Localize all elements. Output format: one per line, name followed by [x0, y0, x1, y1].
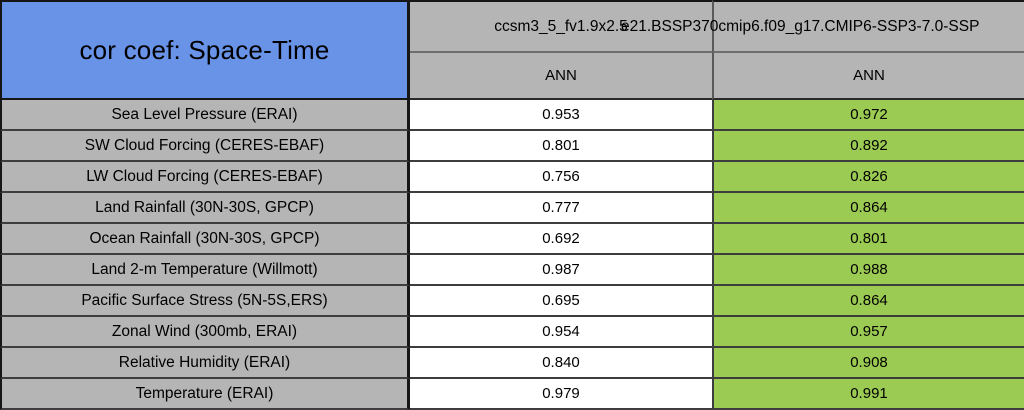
row-label: Ocean Rainfall (30N-30S, GPCP) — [0, 224, 410, 255]
value-cell-model-1: 0.953 — [410, 100, 712, 131]
row-label: Temperature (ERAI) — [0, 379, 410, 410]
table-row: Temperature (ERAI) 0.979 0.991 — [0, 379, 1024, 410]
model-header-cell-1: ccsm3_5_fv1.9x2.5 — [410, 0, 712, 53]
season-header-cell-2: ANN — [712, 53, 1024, 100]
value-cell-model-2: 0.908 — [712, 348, 1024, 379]
value-cell-model-1: 0.840 — [410, 348, 712, 379]
row-label: LW Cloud Forcing (CERES-EBAF) — [0, 162, 410, 193]
season-header-cell-1: ANN — [410, 53, 712, 100]
row-label: Sea Level Pressure (ERAI) — [0, 100, 410, 131]
season-label-2: ANN — [853, 67, 885, 84]
model-header-cell-2: e21.BSSP370cmip6.f09_g17.CMIP6-SSP3-7.0-… — [621, 0, 1024, 53]
row-label: Zonal Wind (300mb, ERAI) — [0, 317, 410, 348]
table-row: Sea Level Pressure (ERAI) 0.953 0.972 — [0, 100, 1024, 131]
table-title: cor coef: Space-Time — [79, 34, 330, 65]
table-row: Zonal Wind (300mb, ERAI) 0.954 0.957 — [0, 317, 1024, 348]
table-row: Ocean Rainfall (30N-30S, GPCP) 0.692 0.801 — [0, 224, 1024, 255]
table-body: Sea Level Pressure (ERAI) 0.953 0.972 SW Cl… — [0, 100, 1024, 410]
value-cell-model-1: 0.987 — [410, 255, 712, 286]
row-label: Relative Humidity (ERAI) — [0, 348, 410, 379]
row-label: Land 2-m Temperature (Willmott) — [0, 255, 410, 286]
value-cell-model-2: 0.864 — [712, 193, 1024, 224]
value-cell-model-1: 0.801 — [410, 131, 712, 162]
season-label-1: ANN — [545, 67, 577, 84]
value-cell-model-2: 0.957 — [712, 317, 1024, 348]
value-cell-model-1: 0.692 — [410, 224, 712, 255]
table-row: LW Cloud Forcing (CERES-EBAF) 0.756 0.826 — [0, 162, 1024, 193]
value-cell-model-2: 0.972 — [712, 100, 1024, 131]
value-cell-model-2: 0.801 — [712, 224, 1024, 255]
value-cell-model-1: 0.695 — [410, 286, 712, 317]
value-cell-model-2: 0.826 — [712, 162, 1024, 193]
value-cell-model-1: 0.777 — [410, 193, 712, 224]
value-cell-model-2: 0.892 — [712, 131, 1024, 162]
value-cell-model-1: 0.954 — [410, 317, 712, 348]
table-row: Pacific Surface Stress (5N-5S,ERS) 0.695 0… — [0, 286, 1024, 317]
model-name-2: e21.BSSP370cmip6.f09_g17.CMIP6-SSP3-7.0-… — [621, 17, 980, 35]
table-row: SW Cloud Forcing (CERES-EBAF) 0.801 0.892 — [0, 131, 1024, 162]
table-title-cell: cor coef: Space-Time — [0, 0, 410, 100]
value-cell-model-2: 0.864 — [712, 286, 1024, 317]
value-cell-model-1: 0.756 — [410, 162, 712, 193]
row-label: Pacific Surface Stress (5N-5S,ERS) — [0, 286, 410, 317]
table-row: Land Rainfall (30N-30S, GPCP) 0.777 0.864 — [0, 193, 1024, 224]
table-row: Relative Humidity (ERAI) 0.840 0.908 — [0, 348, 1024, 379]
value-cell-model-2: 0.991 — [712, 379, 1024, 410]
model-name-1: ccsm3_5_fv1.9x2.5 — [494, 17, 628, 35]
row-label: Land Rainfall (30N-30S, GPCP) — [0, 193, 410, 224]
value-cell-model-2: 0.988 — [712, 255, 1024, 286]
table-row: Land 2-m Temperature (Willmott) 0.987 0.98… — [0, 255, 1024, 286]
row-label: SW Cloud Forcing (CERES-EBAF) — [0, 131, 410, 162]
value-cell-model-1: 0.979 — [410, 379, 712, 410]
